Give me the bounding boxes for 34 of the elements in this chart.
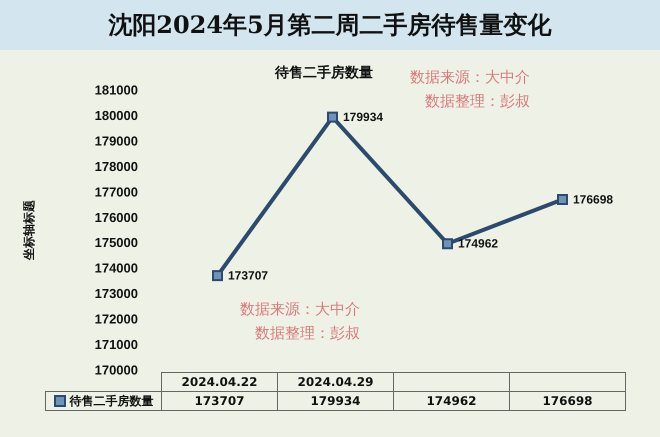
- text: 179934: [278, 392, 394, 410]
- y-tick-label: 176000: [94, 210, 138, 225]
- y-tick-label: 181000: [94, 82, 138, 98]
- y-tick-label: 180000: [94, 108, 138, 123]
- chart-title: 沈阳2024年5月第二周二手房待售量变化: [0, 0, 660, 50]
- y-axis-title: 坐标轴标题: [22, 200, 36, 261]
- x-tick-label: 2024.04.22: [162, 372, 278, 392]
- x-tick-label: 2024.04.29: [278, 372, 394, 392]
- annotation: 数据来源：大中介: [240, 300, 360, 319]
- chart-subtitle: 待售二手房数量: [274, 64, 373, 80]
- y-tick-label: 175000: [94, 235, 138, 250]
- legend-label: 待售二手房数量: [46, 392, 162, 410]
- data-label: 179934: [343, 110, 384, 124]
- annotation: 数据整理：彭叔: [425, 92, 530, 111]
- point: [212, 270, 223, 282]
- text: 174962: [394, 392, 510, 410]
- point: [442, 238, 453, 250]
- point: [557, 194, 568, 206]
- y-tick-label: 177000: [94, 184, 138, 200]
- y-tick-label: 179000: [94, 133, 138, 148]
- data-label: 176698: [573, 192, 614, 207]
- text: 173707: [162, 392, 278, 410]
- annotation: 数据整理：彭叔: [255, 324, 360, 343]
- y-tick-label: 174000: [94, 260, 138, 276]
- data-label: 173707: [228, 268, 268, 283]
- y-tick-label: 170000: [94, 362, 138, 378]
- y-tick-label: 173000: [94, 286, 138, 302]
- source-note: 数据来源：大中介: [410, 68, 530, 87]
- y-tick-label: 178000: [94, 158, 138, 174]
- text: 176698: [510, 392, 626, 410]
- data-label: 174962: [458, 236, 498, 251]
- point: [327, 112, 338, 123]
- y-tick-label: 171000: [94, 337, 138, 352]
- y-tick-label: 172000: [94, 312, 138, 327]
